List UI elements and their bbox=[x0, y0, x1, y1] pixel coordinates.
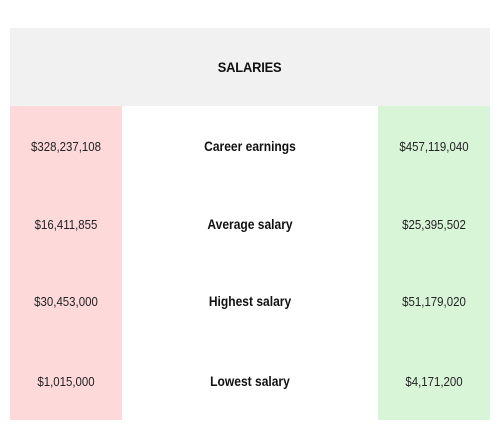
salaries-title: SALARIES bbox=[218, 59, 282, 75]
left-player-column bbox=[10, 106, 122, 420]
row-label: Average salary bbox=[207, 216, 293, 232]
salaries-header: SALARIES bbox=[10, 28, 490, 106]
salary-rows: $328,237,108 Career earnings $457,119,04… bbox=[10, 106, 490, 420]
left-value: $30,453,000 bbox=[34, 293, 98, 309]
row-label: Lowest salary bbox=[210, 373, 290, 389]
right-value: $457,119,040 bbox=[399, 138, 469, 154]
right-value: $25,395,502 bbox=[402, 216, 466, 232]
left-value: $328,237,108 bbox=[31, 138, 101, 154]
row-label: Career earnings bbox=[204, 138, 296, 154]
right-value: $51,179,020 bbox=[402, 293, 466, 309]
left-value: $16,411,855 bbox=[34, 216, 98, 232]
salary-row-career-earnings: $328,237,108 Career earnings $457,119,04… bbox=[10, 136, 490, 156]
left-value: $1,015,000 bbox=[37, 373, 95, 389]
right-value: $4,171,200 bbox=[405, 373, 463, 389]
row-label: Highest salary bbox=[208, 293, 292, 309]
salary-row-lowest-salary: $1,015,000 Lowest salary $4,171,200 bbox=[10, 371, 490, 391]
salary-row-average-salary: $16,411,855 Average salary $25,395,502 bbox=[10, 214, 490, 234]
right-player-column bbox=[378, 106, 490, 420]
salaries-card: SALARIES $328,237,108 Career earnings $4… bbox=[10, 28, 490, 420]
salary-row-highest-salary: $30,453,000 Highest salary $51,179,020 bbox=[10, 291, 490, 311]
